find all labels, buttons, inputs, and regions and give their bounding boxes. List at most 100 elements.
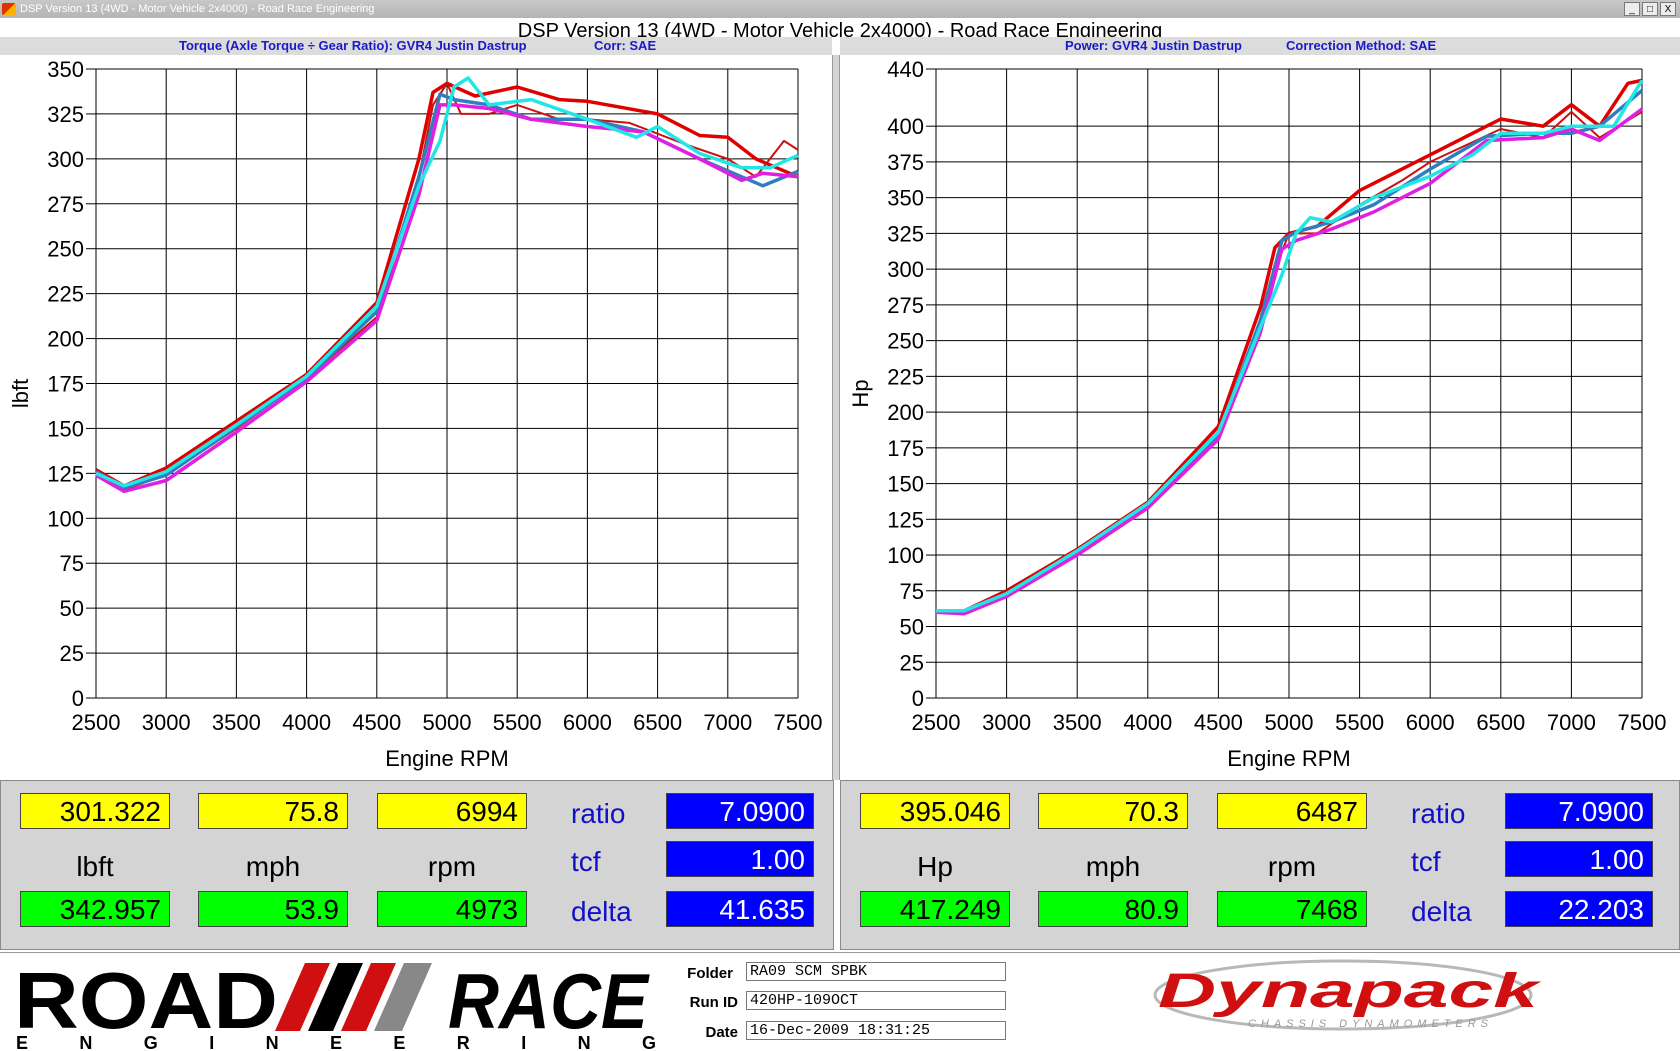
- right-chart-header: Power: GVR4 Justin Dastrup Correction Me…: [840, 37, 1680, 55]
- x-tick-label: 5500: [1335, 710, 1384, 735]
- unit-label-lbft: lbft: [76, 851, 114, 882]
- x-tick-label: 2500: [72, 710, 121, 735]
- y-tick-label: 200: [47, 327, 84, 352]
- cursor-a-mph: 75.8: [198, 793, 348, 829]
- logo-slash-grey: [374, 963, 432, 1031]
- app-title: DSP Version 13 (4WD - Motor Vehicle 2x40…: [0, 18, 1680, 38]
- logo-swoosh: [1153, 959, 1533, 1031]
- panel-divider[interactable]: [832, 55, 840, 780]
- y-tick-label: 325: [47, 102, 84, 127]
- y-tick-label: 200: [887, 400, 924, 425]
- x-tick-label: 6500: [1476, 710, 1525, 735]
- y-tick-label: 0: [72, 686, 84, 711]
- series-line: [935, 107, 1644, 616]
- x-tick-label: 3500: [1053, 710, 1102, 735]
- delta-label: delta: [1411, 896, 1472, 927]
- y-tick-label: 400: [887, 114, 924, 139]
- y-axis-label: lbft: [8, 379, 33, 408]
- tcf-field[interactable]: 1.00: [666, 841, 814, 877]
- x-tick-label: 5000: [1265, 710, 1314, 735]
- maximize-button[interactable]: □: [1642, 2, 1658, 16]
- unit-label-hp: Hp: [917, 851, 953, 882]
- logo-dynapack-text: Dynapack: [1158, 965, 1542, 1018]
- run-id-field[interactable]: 420HP-109OCT: [746, 991, 1006, 1010]
- x-tick-label: 3000: [982, 710, 1031, 735]
- y-tick-label: 325: [887, 221, 924, 246]
- left-correction-label: Corr: SAE: [594, 38, 657, 53]
- cursor-a-rpm: 6994: [377, 793, 527, 829]
- y-tick-label: 0: [912, 686, 924, 711]
- y-tick-label: 275: [47, 192, 84, 217]
- window-titlebar: DSP Version 13 (4WD - Motor Vehicle 2x40…: [0, 0, 1680, 18]
- minimize-button[interactable]: _: [1624, 2, 1640, 16]
- y-tick-label: 125: [47, 461, 84, 486]
- x-tick-label: 6000: [1406, 710, 1455, 735]
- dynapack-logo: Dynapack CHASSIS DYNAMOMETERS: [1153, 959, 1542, 1031]
- x-tick-label: 3000: [142, 710, 191, 735]
- right-series-label: Power: GVR4 Justin Dastrup: [1065, 38, 1242, 53]
- y-tick-label: 150: [887, 472, 924, 497]
- y-axis-label: Hp: [848, 379, 873, 407]
- folder-field[interactable]: RA09 SCM SPBK: [746, 962, 1006, 981]
- tcf-field[interactable]: 1.00: [1505, 841, 1653, 877]
- ratio-field[interactable]: 7.0900: [666, 793, 814, 829]
- window-controls: _ □ X: [1624, 2, 1676, 16]
- x-tick-label: 4500: [352, 710, 401, 735]
- y-tick-label: 250: [47, 237, 84, 262]
- unit-label-mph: mph: [245, 851, 301, 882]
- y-tick-label: 75: [60, 551, 84, 576]
- x-tick-label: 2500: [912, 710, 961, 735]
- x-tick-label: 6500: [633, 710, 682, 735]
- x-tick-label: 7500: [1618, 710, 1667, 735]
- logo-road-text: ROAD: [14, 956, 278, 1045]
- torque-readout-panel: 301.322 75.8 6994 lbft mph rpm 342.957 5…: [0, 780, 834, 950]
- y-tick-label: 225: [47, 282, 84, 307]
- cursor-b-rpm: 4973: [377, 891, 527, 927]
- series-line: [95, 76, 799, 488]
- cursor-b-rpm: 7468: [1217, 891, 1367, 927]
- road-race-logo: ROAD RACE ENGINEERING: [14, 956, 656, 1051]
- y-tick-label: 50: [900, 615, 924, 640]
- y-tick-label: 75: [900, 579, 924, 604]
- series-line: [95, 81, 799, 488]
- power-chart[interactable]: 2500 3000 3500 4000 4500 5000 5500 6000 6500 7000…: [840, 55, 1680, 780]
- window-title: DSP Version 13 (4WD - Motor Vehicle 2x40…: [20, 3, 375, 15]
- y-tick-label: 250: [887, 329, 924, 354]
- folder-label: Folder: [687, 965, 733, 982]
- unit-label-rpm: rpm: [427, 851, 477, 882]
- cursor-a-mph: 70.3: [1038, 793, 1188, 829]
- power-chart-panel: 2500 3000 3500 4000 4500 5000 5500 6000 6500 7000…: [840, 55, 1680, 780]
- ratio-field[interactable]: 7.0900: [1505, 793, 1653, 829]
- y-tick-label: 100: [47, 506, 84, 531]
- cursor-b-mph: 53.9: [198, 891, 348, 927]
- tcf-label: tcf: [1411, 846, 1441, 877]
- tcf-label: tcf: [571, 846, 601, 877]
- y-tick-label: 300: [47, 147, 84, 172]
- right-correction-label: Correction Method: SAE: [1286, 38, 1437, 53]
- y-tick-label: 100: [887, 543, 924, 568]
- ratio-label: ratio: [571, 798, 626, 829]
- date-field[interactable]: 16-Dec-2009 18:31:25: [746, 1021, 1006, 1040]
- y-tick-label: 375: [887, 150, 924, 175]
- y-tick-label: 150: [47, 416, 84, 441]
- footer-bar: ROAD RACE ENGINEERING Folder RA09 SCM SP…: [0, 952, 1680, 1051]
- cursor-b-power: 417.249: [860, 891, 1010, 927]
- y-tick-label: 300: [887, 257, 924, 282]
- unit-label-mph: mph: [1085, 851, 1141, 882]
- x-tick-label: 4000: [282, 710, 331, 735]
- left-chart-header: Torque (Axle Torque ÷ Gear Ratio): GVR4 …: [0, 37, 832, 55]
- grid-lines: [935, 68, 1643, 699]
- torque-chart[interactable]: 2500 3000 3500 4000 4500 5000 5500 6000 6500 7000…: [0, 55, 832, 780]
- torque-chart-panel: 2500 3000 3500 4000 4500 5000 5500 6000 6500 7000…: [0, 55, 832, 780]
- close-button[interactable]: X: [1660, 2, 1676, 16]
- logo-slash-red: [275, 963, 330, 1031]
- y-tick-label: 350: [47, 57, 84, 82]
- delta-field: 22.203: [1505, 891, 1653, 927]
- grid-lines: [95, 68, 799, 699]
- x-tick-label: 6000: [563, 710, 612, 735]
- y-tick-label: 225: [887, 364, 924, 389]
- delta-label: delta: [571, 896, 632, 927]
- app-icon: [2, 3, 16, 15]
- x-tick-label: 4500: [1194, 710, 1243, 735]
- y-tick-label: 175: [887, 436, 924, 461]
